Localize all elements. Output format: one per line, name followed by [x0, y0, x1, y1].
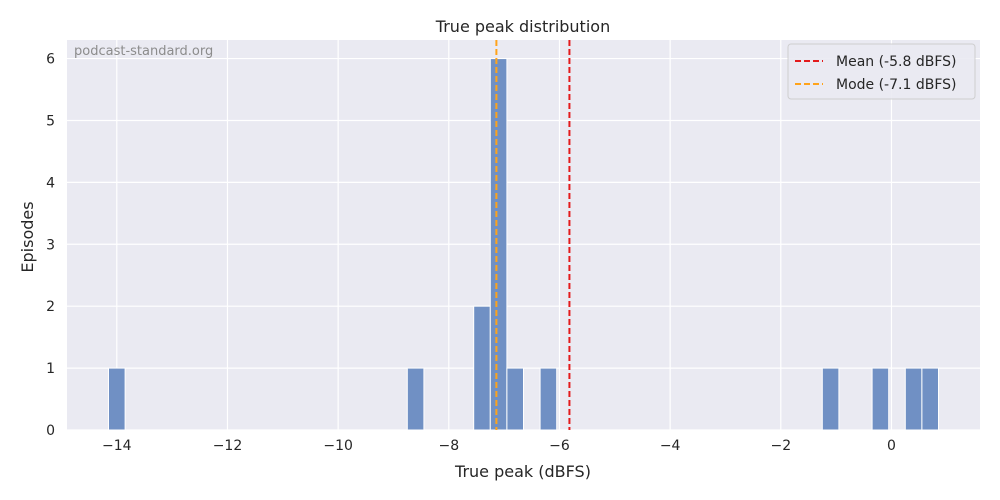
x-tick-label: 0: [887, 438, 896, 454]
x-tick-labels: −14 −12 −10 −8 −6 −4 −2 0: [102, 438, 896, 454]
legend-box: [787, 43, 976, 100]
histogram-bar: [871, 367, 890, 431]
y-axis-title: Episodes: [18, 201, 37, 272]
y-tick-labels: 0 1 2 3 4 5 6: [46, 52, 55, 439]
x-tick-label: −6: [549, 438, 570, 454]
plot-area: [67, 40, 980, 430]
histogram-bar: [506, 367, 524, 431]
reference-lines: [495, 40, 571, 430]
x-tick-label: −10: [323, 438, 353, 454]
y-tick-label: 1: [46, 361, 55, 377]
histogram-bar: [473, 305, 491, 431]
histogram-bar: [921, 367, 940, 431]
histogram-bar: [904, 367, 923, 431]
x-tick-label: −2: [770, 438, 791, 454]
histogram-bars: [108, 58, 940, 431]
y-tick-label: 6: [46, 52, 55, 68]
legend-mean-label: Mean (-5.8 dBFS): [836, 54, 956, 70]
histogram-bar: [108, 367, 126, 431]
x-tick-label: −14: [102, 438, 132, 454]
y-tick-label: 4: [46, 175, 55, 191]
x-axis-title: True peak (dBFS): [454, 462, 591, 481]
y-tick-label: 5: [46, 113, 55, 129]
histogram-bar: [406, 367, 425, 431]
legend: Mean (-5.8 dBFS) Mode (-7.1 dBFS): [787, 43, 976, 100]
x-tick-label: −12: [213, 438, 243, 454]
y-tick-label: 3: [46, 237, 55, 253]
y-tick-label: 2: [46, 299, 55, 315]
watermark-text: podcast-standard.org: [74, 44, 213, 59]
y-tick-label: 0: [46, 423, 55, 439]
histogram-bar: [539, 367, 558, 431]
histogram-bar: [821, 367, 840, 431]
x-tick-label: −4: [660, 438, 681, 454]
x-tick-label: −8: [438, 438, 459, 454]
chart-title: True peak distribution: [435, 17, 610, 36]
histogram-bar: [489, 58, 508, 431]
legend-mode-label: Mode (-7.1 dBFS): [836, 77, 956, 93]
